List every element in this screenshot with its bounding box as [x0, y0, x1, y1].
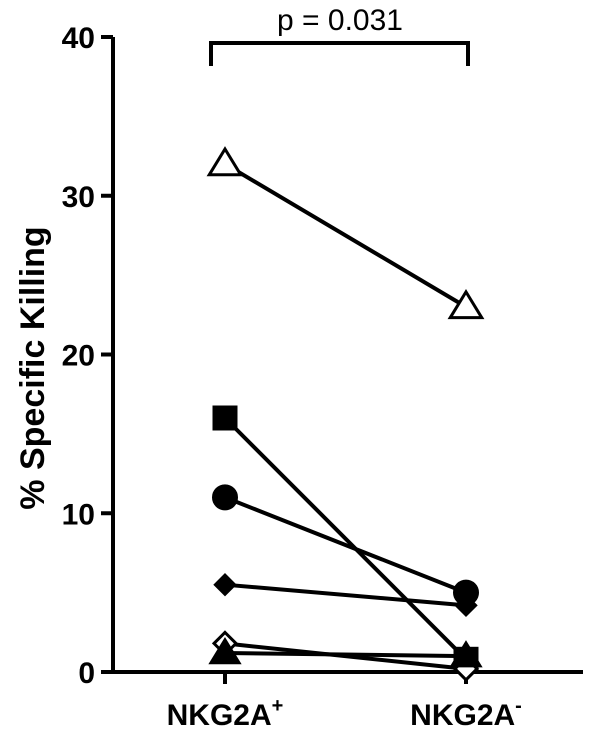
- series-markers: [206, 146, 485, 682]
- series-line: [223, 416, 468, 661]
- data-point: [212, 484, 238, 511]
- bracket-line: [209, 41, 470, 66]
- y-tick-label: 40: [62, 22, 95, 55]
- y-tick-label: 0: [78, 657, 95, 690]
- y-tick-label: 10: [62, 498, 95, 531]
- x-tick-label: NKG2A+: [167, 695, 284, 732]
- data-point: [447, 288, 485, 320]
- significance-bracket: [209, 41, 470, 66]
- x-tick-label: NKG2A-: [410, 695, 522, 732]
- data-point: [449, 640, 483, 668]
- x-axis: NKG2A+ NKG2A-: [111, 670, 583, 732]
- data-point: [213, 572, 237, 597]
- data-point: [212, 405, 238, 431]
- y-axis: 0 10 20 30 40: [62, 22, 115, 690]
- series-line: [224, 582, 467, 608]
- series-lines: [223, 162, 468, 671]
- series-line: [224, 495, 467, 595]
- y-tick-label: 20: [62, 340, 95, 373]
- data-point: [454, 593, 478, 618]
- p-value-annotation: p = 0.031: [277, 4, 403, 37]
- series-line: [223, 162, 468, 309]
- series-line: [224, 650, 467, 659]
- data-point: [206, 146, 244, 177]
- data-point: [208, 636, 242, 665]
- y-tick-label: 30: [62, 181, 95, 214]
- y-axis-label: % Specific Killing: [14, 226, 52, 509]
